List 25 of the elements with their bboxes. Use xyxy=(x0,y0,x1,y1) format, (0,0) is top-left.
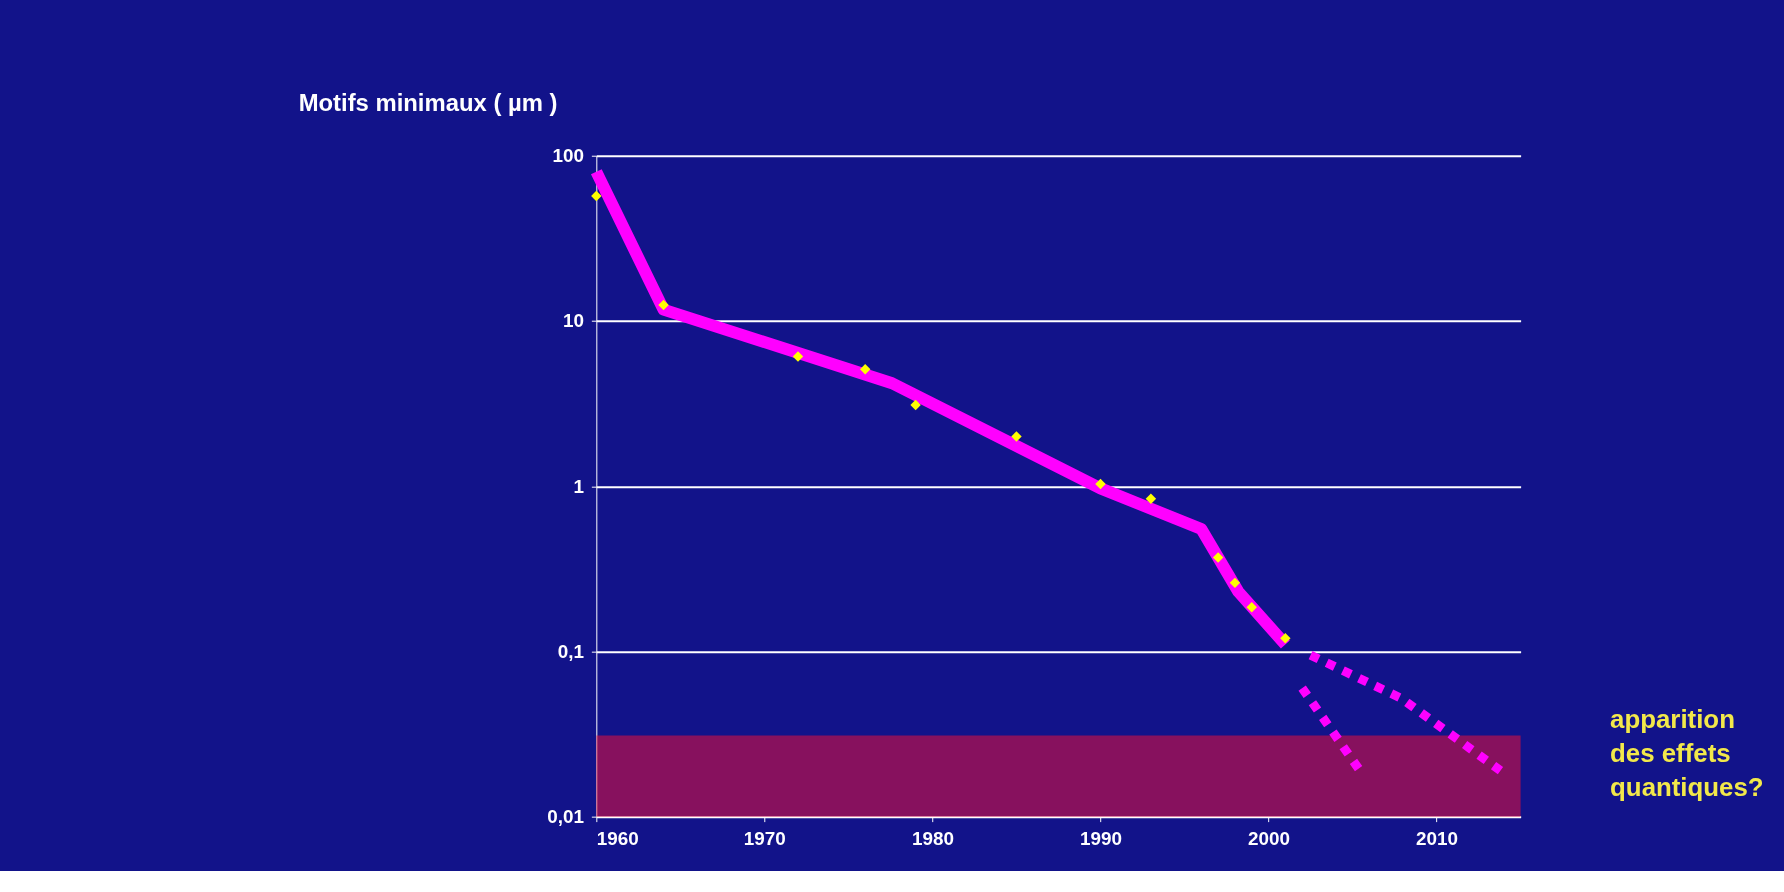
point xyxy=(1229,577,1241,589)
x-tick-label: 1980 xyxy=(911,827,954,849)
y-tick-label: 100 xyxy=(552,145,584,167)
point xyxy=(792,351,804,362)
y-axis-title: Motifs minimaux ( µm ) xyxy=(298,89,558,117)
point xyxy=(591,190,602,202)
y-tick-label: 1 xyxy=(573,475,584,497)
point xyxy=(910,399,921,411)
x-tick-label: 2010 xyxy=(1416,827,1459,849)
point xyxy=(658,299,669,311)
point xyxy=(1246,602,1257,613)
x-tick-label: 1960 xyxy=(596,827,639,849)
point xyxy=(860,364,871,375)
x-tick-label: 1970 xyxy=(743,827,786,849)
y-tick-label: 10 xyxy=(562,310,584,332)
point xyxy=(1011,431,1022,442)
y-tick-label: 0,1 xyxy=(557,640,584,662)
point xyxy=(1280,633,1291,644)
x-tick-label: 2000 xyxy=(1248,827,1291,849)
x-tick-label: 1990 xyxy=(1079,827,1122,849)
point xyxy=(1145,493,1157,504)
point xyxy=(1212,552,1224,563)
text: apparition des effets quantiques? xyxy=(1610,705,1764,801)
point xyxy=(1095,478,1106,490)
y-tick-label: 0,01 xyxy=(547,806,584,828)
